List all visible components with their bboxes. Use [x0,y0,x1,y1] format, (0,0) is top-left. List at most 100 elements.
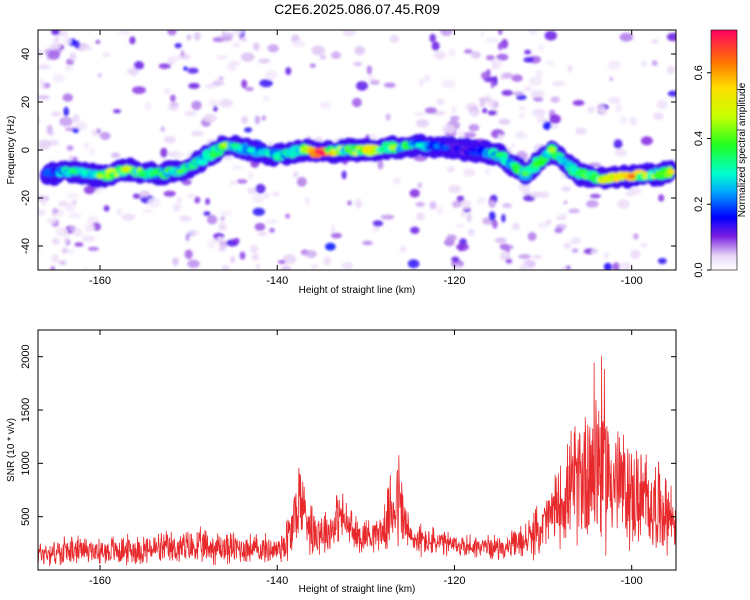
heatmap-noise-cell [232,41,241,49]
heatmap-noise-cell [282,254,297,265]
heatmap-noise-cell [485,37,499,43]
heatmap-noise-cell [572,100,585,106]
spectrogram-xtick-label: -160 [89,275,111,287]
heatmap-noise-cell [323,256,332,266]
heatmap-noise-cell [61,247,68,254]
heatmap-noise-cell [38,139,51,150]
snr-ytick-label: 1000 [20,451,32,475]
snr-xtick-label: -140 [266,575,288,587]
heatmap-noise-cell [347,200,352,206]
heatmap-noise-cell [410,226,420,234]
heatmap-peak [149,171,158,177]
heatmap-peak [468,147,477,153]
spectrogram-ytick-label: 20 [20,96,32,108]
heatmap-noise-cell [456,195,465,202]
heatmap-noise-cell [184,110,197,117]
heatmap-noise-cell [501,89,514,96]
heatmap-noise-cell [615,103,622,113]
heatmap-noise-cell [241,36,247,43]
heatmap-noise-cell [255,183,266,194]
heatmap-noise-cell [72,228,83,237]
heatmap-noise-cell [241,79,248,89]
heatmap-noise-cell [461,199,471,210]
heatmap-noise-cell [116,208,122,217]
heatmap-noise-cell [418,78,425,87]
heatmap-noise-cell [191,100,202,111]
heatmap-noise-cell [413,155,428,162]
heatmap-noise-cell [64,65,74,72]
heatmap-noise-cell [17,216,27,223]
snr-series-line [38,355,676,567]
heatmap-noise-cell [202,113,217,123]
heatmap-noise-cell [205,198,211,205]
heatmap-noise-cell [205,83,216,89]
heatmap-noise-cell [241,115,249,124]
heatmap-noise-cell [354,45,366,56]
heatmap-noise-cell [213,105,218,112]
colorbar-tick-label: 0.4 [693,131,705,146]
heatmap-noise-cell [252,207,265,216]
heatmap-noise-cell [451,256,460,263]
heatmap-noise-cell [285,67,292,76]
heatmap-noise-cell [244,127,253,133]
snr-ytick-label: 1500 [20,398,32,422]
heatmap-noise-cell [72,128,80,134]
heatmap-noise-cell [353,61,363,67]
heatmap-noise-cell [319,101,332,110]
heatmap-layer [17,30,676,270]
heatmap-noise-cell [72,113,80,123]
snr-xtick-label: -100 [621,575,643,587]
heatmap-noise-cell [228,60,241,66]
heatmap-noise-cell [65,193,80,198]
heatmap-noise-cell [163,136,176,144]
heatmap-noise-cell [331,51,341,59]
heatmap-noise-cell [103,205,110,212]
heatmap-noise-cell [385,113,391,121]
heatmap-noise-cell [38,195,50,202]
heatmap-noise-cell [132,193,141,199]
heatmap-noise-cell [554,227,563,234]
heatmap-noise-cell [187,229,199,237]
colorbar-gradient [710,29,738,271]
heatmap-noise-cell [59,116,73,127]
heatmap-noise-cell [180,50,185,57]
heatmap-noise-cell [219,210,233,216]
heatmap-noise-cell [613,139,623,149]
heatmap-noise-cell [216,236,224,243]
heatmap-noise-cell [113,109,121,114]
heatmap-peak [574,171,583,177]
heatmap-noise-cell [121,213,136,221]
heatmap-noise-cell [666,65,676,75]
heatmap-noise-cell [305,197,310,206]
heatmap-noise-cell [501,213,506,223]
heatmap-noise-cell [586,106,595,115]
heatmap-noise-cell [589,193,601,199]
heatmap-noise-cell [423,74,431,82]
spectrogram-ytick-label: -40 [20,238,32,254]
spectrogram-xtick-label: -140 [266,275,288,287]
heatmap-noise-cell [603,251,609,260]
heatmap-noise-cell [267,140,272,148]
heatmap-noise-cell [617,199,630,209]
heatmap-noise-cell [186,34,192,41]
heatmap-noise-cell [407,259,420,269]
heatmap-peak [547,147,556,153]
heatmap-peak [273,152,282,158]
heatmap-noise-cell [510,143,516,148]
heatmap-noise-cell [523,86,533,91]
heatmap-noise-cell [451,105,457,115]
heatmap-noise-cell [74,242,84,247]
heatmap-noise-cell [83,266,89,270]
heatmap-noise-cell [267,44,279,53]
heatmap-noise-cell [464,49,473,54]
heatmap-noise-cell [368,133,378,141]
heatmap-noise-cell [575,127,587,136]
heatmap-noise-cell [47,50,60,60]
heatmap-noise-cell [272,191,280,197]
heatmap-noise-cell [415,201,425,207]
heatmap-noise-cell [166,151,179,156]
heatmap-noise-cell [62,93,74,102]
heatmap-noise-cell [651,39,659,44]
heatmap-noise-cell [160,147,168,158]
heatmap-noise-cell [49,43,61,50]
